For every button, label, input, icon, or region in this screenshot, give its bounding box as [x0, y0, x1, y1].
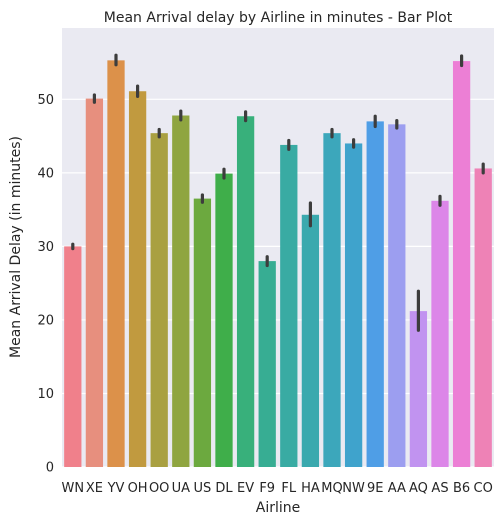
x-tick-label: 9E	[367, 481, 384, 496]
x-tick-label: AS	[431, 481, 448, 496]
x-tick-label: AQ	[409, 481, 428, 496]
bar-aa	[388, 124, 406, 467]
x-tick-label: F9	[259, 481, 275, 496]
x-tick-labels: WN XE YV OH OO UA US DL EV F9 FL HA MQ NW 9E AA AQ AS B6 CO	[62, 481, 493, 496]
x-tick-label: OO	[149, 481, 169, 496]
error-bars	[71, 53, 485, 332]
bar-f9	[258, 261, 276, 467]
x-tick-label: MQ	[321, 481, 342, 496]
y-tick-label: 10	[37, 387, 54, 402]
bar-ha	[301, 214, 320, 467]
y-tick-label: 50	[37, 93, 54, 108]
x-tick-label: OH	[128, 481, 148, 496]
y-axis-label: Mean Arrival Delay (in minutes)	[8, 136, 24, 358]
chart-title: Mean Arrival delay by Airline in minutes…	[104, 10, 453, 26]
bar-nw	[344, 143, 363, 467]
bar-co	[474, 168, 492, 467]
y-tick-labels: 0 10 20 30 40 50	[37, 93, 54, 476]
x-tick-label: EV	[237, 481, 254, 496]
x-tick-label: AA	[388, 481, 406, 496]
bar-wn	[64, 246, 82, 467]
x-tick-label: CO	[474, 481, 493, 496]
plot-area	[62, 28, 494, 467]
x-axis-label: Airline	[256, 500, 301, 516]
bar-9e	[366, 121, 384, 467]
bar-as	[431, 200, 449, 467]
bar-aq	[409, 311, 428, 467]
y-tick-label: 30	[37, 240, 54, 255]
bar-b6	[452, 61, 471, 467]
x-tick-label: NW	[342, 481, 365, 496]
x-tick-label: FL	[281, 481, 296, 496]
bar-oh	[128, 91, 147, 467]
bar-mq	[323, 133, 341, 467]
x-tick-label: WN	[62, 481, 85, 496]
x-tick-label: HA	[301, 481, 320, 496]
bar-dl	[215, 173, 233, 467]
bar-oo	[150, 133, 168, 467]
x-tick-label: B6	[453, 481, 470, 496]
bar-ua	[172, 115, 190, 467]
y-tick-label: 40	[37, 166, 54, 181]
x-tick-label: XE	[86, 481, 103, 496]
y-tick-label: 20	[37, 313, 54, 328]
x-tick-label: US	[194, 481, 212, 496]
bar-xe	[85, 98, 104, 468]
bars	[64, 60, 492, 468]
bar-fl	[280, 144, 298, 467]
x-tick-label: UA	[172, 481, 191, 496]
bar-yv	[107, 60, 125, 468]
x-tick-label: DL	[215, 481, 233, 496]
x-tick-label: YV	[107, 481, 125, 496]
y-tick-label: 0	[46, 461, 54, 476]
bar-us	[193, 198, 212, 467]
bar-ev	[236, 116, 255, 467]
